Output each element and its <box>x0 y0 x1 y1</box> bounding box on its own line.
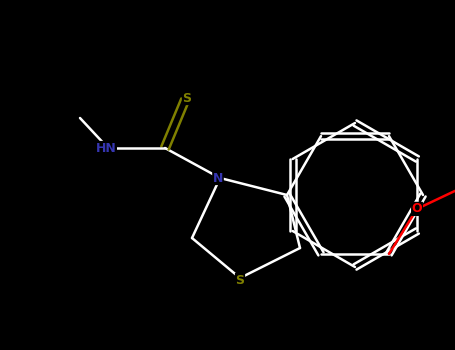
Text: S: S <box>182 91 192 105</box>
Text: S: S <box>236 273 244 287</box>
Text: HN: HN <box>96 141 116 154</box>
Text: N: N <box>213 172 223 184</box>
Text: O: O <box>412 202 422 215</box>
